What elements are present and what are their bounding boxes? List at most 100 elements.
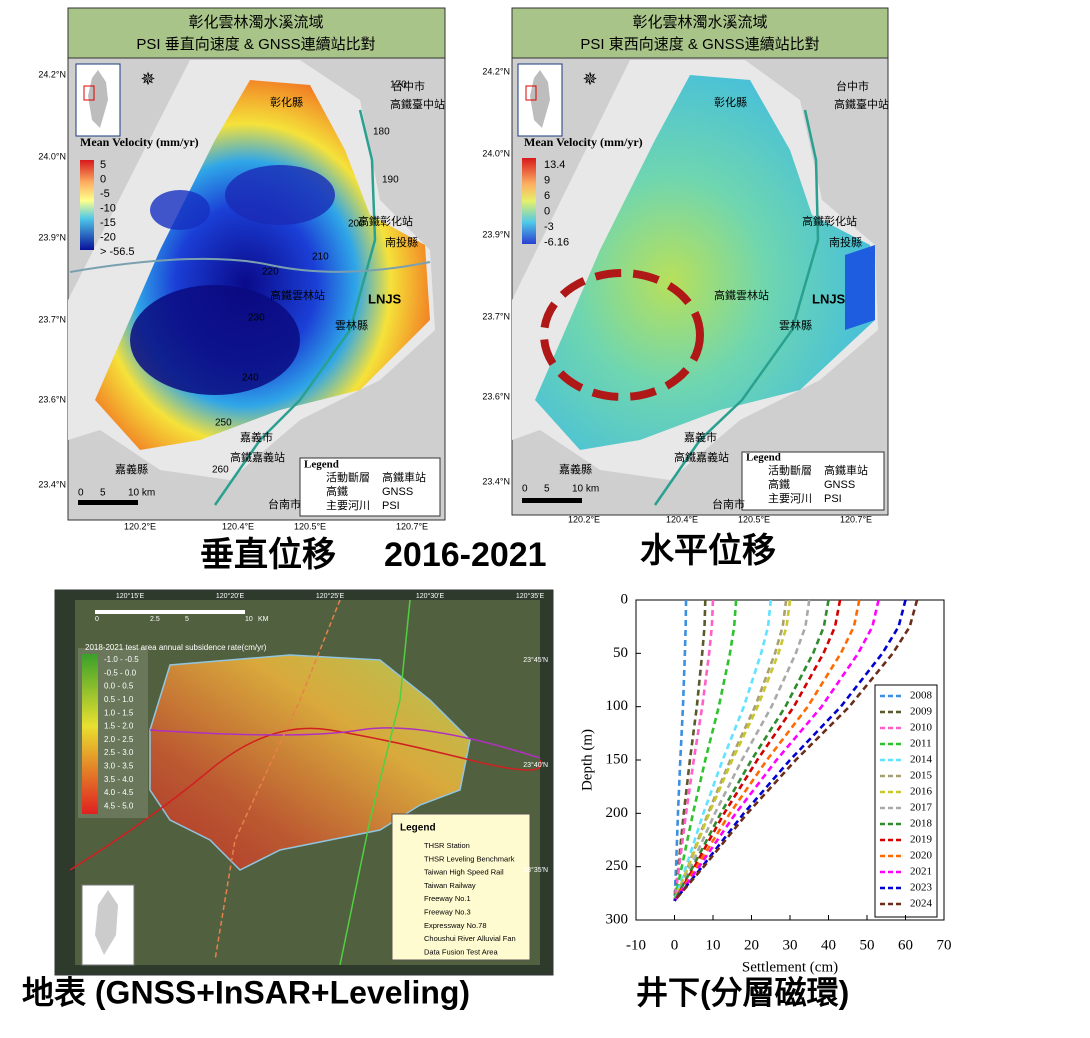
legend-label: 2018 — [910, 818, 933, 830]
lon-label: 120.7°E — [840, 514, 872, 524]
colorbar-tick: -6.16 — [544, 236, 569, 248]
colorbar-tick: -10 — [100, 202, 116, 214]
class-label: -1.0 - -0.5 — [104, 655, 139, 664]
y-tick-label: 0 — [621, 591, 629, 607]
series-line — [673, 599, 738, 902]
series-line — [673, 599, 861, 902]
place-label: 南投縣 — [829, 235, 862, 249]
colorbar-tick: 5 — [100, 159, 106, 171]
series-line — [673, 599, 688, 901]
lon-label: 120°30'E — [416, 592, 445, 600]
series-line — [673, 599, 842, 902]
legend-item: Taiwan High Speed Rail — [424, 868, 504, 877]
caption: 水平位移 — [640, 532, 776, 570]
x-tick-label: 20 — [744, 937, 759, 953]
lat-label: 23.9°N — [38, 232, 66, 242]
class-label: 4.0 - 4.5 — [104, 788, 134, 797]
route-mark: 230 — [248, 313, 265, 324]
colorbar-tick: -5 — [100, 188, 110, 200]
lon-label: 120°25'E — [316, 592, 345, 600]
series-line — [673, 599, 707, 901]
legend-label: 2011 — [910, 738, 932, 750]
place-label: 台南市 — [268, 497, 301, 511]
lat-label: 23°35'N — [523, 866, 548, 874]
map-title: 彰化雲林濁水溪流域 — [188, 13, 323, 31]
scale-label: 0 — [78, 488, 84, 499]
place-label: 彰化縣 — [714, 95, 747, 109]
legend-item: Expressway No.78 — [424, 921, 487, 930]
legend-item: THSR Station — [424, 841, 470, 850]
caption: 垂直位移 — [200, 536, 336, 574]
scale-label: 0 — [522, 484, 528, 495]
x-tick-label: 70 — [937, 937, 952, 953]
lon-label: 120.2°E — [568, 514, 600, 524]
legend-item: 高鐵車站 — [382, 470, 426, 484]
series-line — [673, 599, 830, 902]
lat-label: 24.0°N — [482, 148, 510, 158]
place-label: 高鐵臺中站 — [390, 97, 445, 111]
place-label: 南投縣 — [385, 235, 418, 249]
map-subsidence — [54, 589, 554, 976]
legend-label: 2023 — [910, 882, 933, 894]
series-line — [673, 599, 811, 902]
legend-label: 2019 — [910, 834, 933, 846]
class-label: 3.5 - 4.0 — [104, 775, 134, 784]
lon-label: 120°20'E — [216, 592, 245, 600]
lat-label: 23.9°N — [482, 229, 510, 239]
caption: 2016-2021 — [384, 536, 547, 574]
lon-label: 120.4°E — [666, 514, 698, 524]
class-label: 0.0 - 0.5 — [104, 682, 134, 691]
legend-item: 活動斷層 — [326, 470, 370, 484]
y-tick-label: 50 — [613, 645, 628, 661]
legend-item: PSI — [382, 500, 400, 512]
legend-item: 高鐵 — [326, 484, 348, 498]
place-label: 台中市 — [392, 79, 425, 93]
map-title: PSI 東西向速度 & GNSS連續站比對 — [580, 36, 819, 53]
lat-label: 23.7°N — [482, 311, 510, 321]
y-axis-label: Depth (m) — [579, 729, 595, 791]
route-mark: 190 — [382, 175, 399, 186]
lat-label: 24.2°N — [38, 69, 66, 79]
place-label: 彰化縣 — [270, 95, 303, 109]
class-label: 1.5 - 2.0 — [104, 722, 134, 731]
legend-label: 2008 — [910, 690, 933, 702]
series-line — [673, 599, 907, 902]
legend-item: PSI — [824, 493, 842, 505]
north-arrow: ✵ — [582, 69, 597, 89]
series-line — [673, 599, 715, 901]
class-label: 2.5 - 3.0 — [104, 748, 134, 757]
place-label: 高鐵嘉義站 — [674, 450, 729, 464]
legend-title: Legend — [304, 459, 339, 471]
y-tick-label: 100 — [606, 698, 629, 714]
route-mark: 260 — [212, 465, 229, 476]
route-mark: 180 — [373, 127, 390, 138]
place-label: 嘉義縣 — [115, 462, 148, 476]
scale-label: 10 km — [128, 488, 155, 499]
legend-label: 2017 — [910, 802, 933, 814]
lon-label: 120.5°E — [738, 514, 770, 524]
legend-item: THSR Leveling Benchmark — [424, 854, 515, 863]
scale-label: 5 — [100, 488, 106, 499]
x-tick-label: 50 — [860, 937, 875, 953]
y-tick-label: 300 — [606, 911, 629, 927]
legend-item: 高鐵車站 — [824, 463, 868, 477]
lat-label: 24.2°N — [482, 66, 510, 76]
legend-item: GNSS — [382, 486, 413, 498]
place-label: 雲林縣 — [779, 318, 812, 332]
legend-item: Data Fusion Test Area — [424, 947, 498, 956]
lat-label: 23.6°N — [482, 391, 510, 401]
colorbar-tick: -15 — [100, 217, 116, 229]
colorbar-tick: 0 — [544, 205, 550, 217]
lon-label: 120.4°E — [222, 521, 254, 531]
lat-label: 23.6°N — [38, 394, 66, 404]
x-tick-label: 40 — [821, 937, 836, 953]
scale-label: 10 — [245, 616, 253, 623]
place-label: 高鐵臺中站 — [834, 97, 889, 111]
legend-item: 主要河川 — [768, 492, 812, 505]
north-arrow: ✵ — [140, 69, 155, 89]
lat-label: 23.4°N — [38, 479, 66, 489]
legend-label: 2024 — [910, 898, 933, 910]
class-label: 1.0 - 1.5 — [104, 708, 134, 717]
place-label: 台南市 — [712, 497, 745, 511]
place-label: 嘉義市 — [684, 430, 717, 444]
